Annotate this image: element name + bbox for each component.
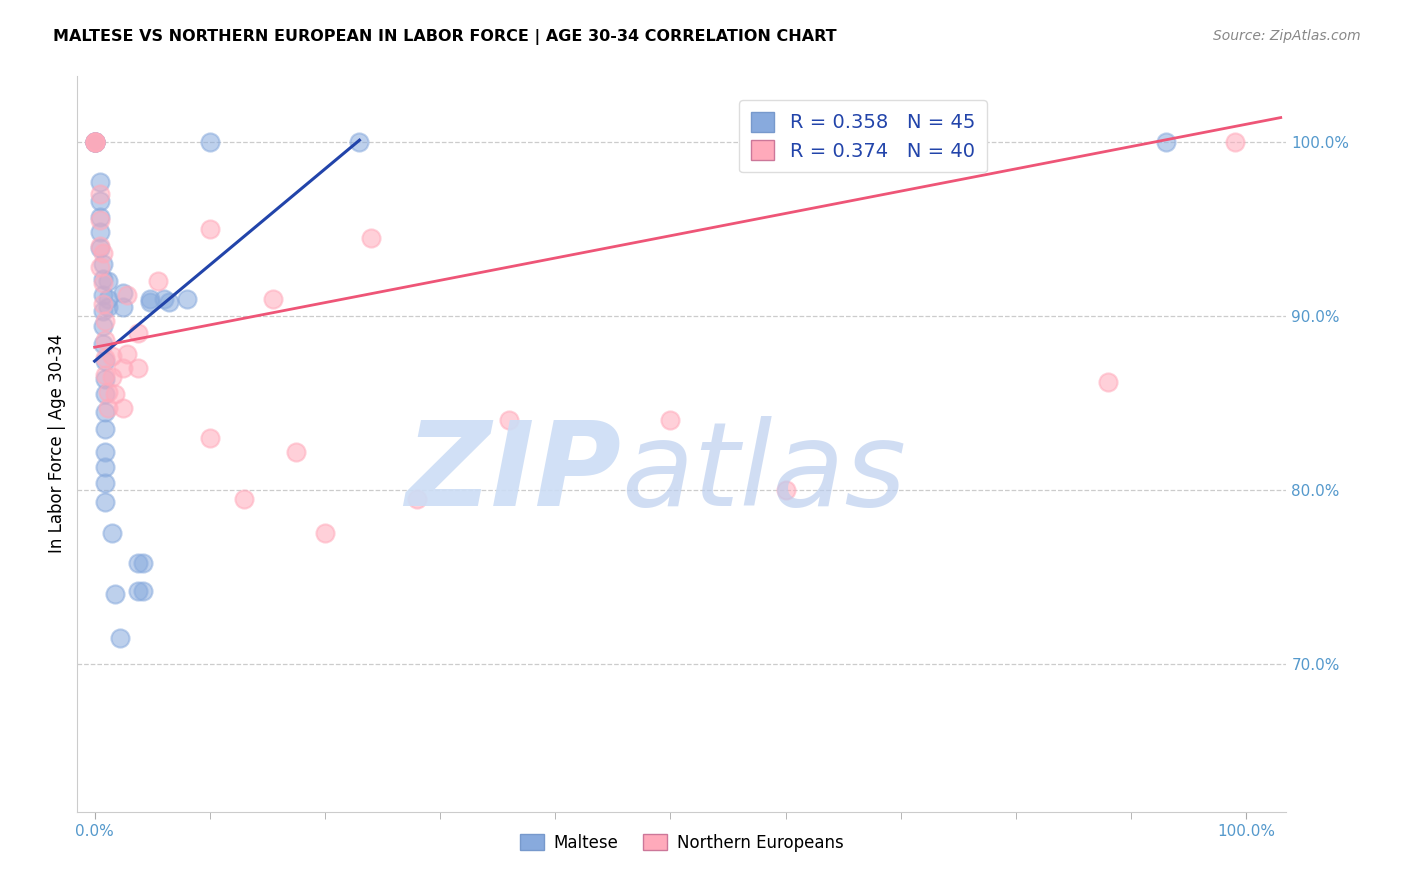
Point: [112, 286, 135, 301]
Point: [83, 135, 105, 149]
Point: [101, 526, 124, 541]
Point: [146, 274, 169, 288]
Point: [83, 135, 105, 149]
Point: [89, 187, 111, 202]
Point: [91, 288, 114, 302]
Point: [659, 413, 682, 427]
Point: [91, 296, 114, 310]
Point: [127, 583, 149, 598]
Point: [89, 239, 111, 253]
Point: [314, 526, 336, 541]
Point: [91, 303, 114, 318]
Point: [97, 300, 120, 314]
Point: [94, 460, 117, 475]
Point: [127, 326, 149, 341]
Text: atlas: atlas: [621, 417, 907, 530]
Point: [94, 387, 117, 401]
Point: [83, 135, 105, 149]
Point: [94, 422, 117, 436]
Point: [1097, 375, 1119, 389]
Point: [83, 135, 105, 149]
Point: [91, 336, 114, 351]
Point: [94, 444, 117, 458]
Point: [112, 300, 135, 314]
Point: [91, 276, 114, 290]
Point: [89, 260, 111, 275]
Point: [775, 483, 797, 497]
Text: Source: ZipAtlas.com: Source: ZipAtlas.com: [1213, 29, 1361, 43]
Point: [198, 431, 221, 445]
Point: [97, 274, 120, 288]
Point: [83, 135, 105, 149]
Point: [97, 292, 120, 306]
Point: [198, 135, 221, 149]
Point: [152, 292, 174, 306]
Point: [91, 319, 114, 334]
Point: [127, 361, 149, 376]
Point: [94, 368, 117, 382]
Point: [94, 495, 117, 509]
Point: [406, 491, 429, 506]
Legend: Maltese, Northern Europeans: Maltese, Northern Europeans: [513, 827, 851, 859]
Point: [198, 222, 221, 236]
Point: [94, 475, 117, 490]
Point: [89, 194, 111, 208]
Point: [83, 135, 105, 149]
Point: [94, 314, 117, 328]
Point: [94, 351, 117, 365]
Point: [127, 556, 149, 570]
Point: [101, 369, 124, 384]
Point: [94, 333, 117, 347]
Point: [94, 404, 117, 418]
Point: [104, 587, 127, 601]
Point: [97, 401, 120, 416]
Point: [89, 241, 111, 255]
Point: [132, 583, 155, 598]
Point: [97, 385, 120, 400]
Point: [285, 444, 308, 458]
Point: [139, 295, 162, 310]
Point: [91, 257, 114, 271]
Point: [94, 354, 117, 368]
Point: [89, 175, 111, 189]
Point: [115, 347, 138, 361]
Point: [108, 631, 131, 645]
Point: [112, 361, 135, 376]
Point: [112, 401, 135, 416]
Point: [498, 413, 520, 427]
Point: [139, 292, 162, 306]
Point: [83, 135, 105, 149]
Point: [104, 387, 127, 401]
Point: [91, 272, 114, 286]
Point: [101, 349, 124, 363]
Y-axis label: In Labor Force | Age 30-34: In Labor Force | Age 30-34: [48, 334, 66, 553]
Point: [262, 292, 284, 306]
Point: [89, 213, 111, 227]
Point: [83, 135, 105, 149]
Point: [132, 556, 155, 570]
Point: [176, 292, 198, 306]
Text: MALTESE VS NORTHERN EUROPEAN IN LABOR FORCE | AGE 30-34 CORRELATION CHART: MALTESE VS NORTHERN EUROPEAN IN LABOR FO…: [53, 29, 837, 45]
Point: [349, 135, 371, 149]
Point: [94, 371, 117, 385]
Point: [115, 288, 138, 302]
Point: [89, 210, 111, 224]
Point: [360, 230, 382, 244]
Text: ZIP: ZIP: [405, 416, 621, 531]
Point: [159, 295, 181, 310]
Point: [83, 135, 105, 149]
Point: [233, 491, 256, 506]
Point: [1154, 135, 1177, 149]
Point: [91, 246, 114, 260]
Point: [89, 226, 111, 240]
Point: [1223, 135, 1246, 149]
